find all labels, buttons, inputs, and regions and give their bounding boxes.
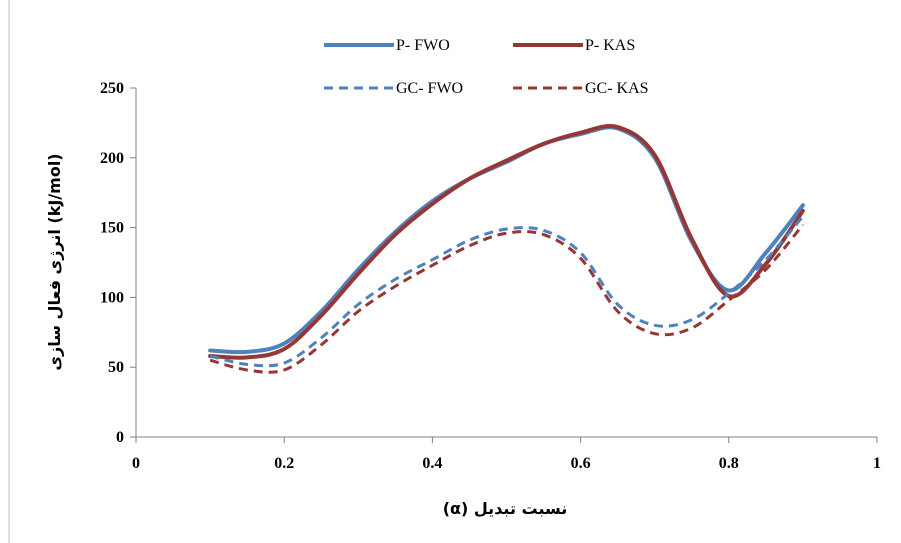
- axes: 0 50 100 150 200 250 0 0.2 0.4 0.6 0.8 1: [8, 0, 881, 543]
- x-tick-label: 0.6: [571, 455, 591, 472]
- series-line-p-kas: [208, 123, 805, 360]
- x-axis-title: نسبت تبدیل (α): [443, 499, 568, 518]
- y-tick-label: 200: [100, 150, 124, 167]
- y-tick-label: 150: [100, 220, 124, 237]
- x-tick-label: 0.4: [422, 455, 442, 472]
- legend: P- FWO P- KAS GC- FWO GC- KAS: [324, 37, 649, 97]
- y-tick-label: 250: [100, 80, 124, 97]
- y-axis-title: (kJ/mol) انرژی فعال سازی: [45, 153, 64, 370]
- x-tick-label: 0.2: [274, 455, 294, 472]
- x-tick-label: 0: [132, 455, 140, 472]
- legend-label-p-fwo: P- FWO: [396, 37, 450, 54]
- y-tick-label: 50: [108, 359, 124, 376]
- axis-titles: نسبت تبدیل (α) (kJ/mol) انرژی فعال سازی: [45, 153, 567, 518]
- x-tick-label: 1: [873, 455, 881, 472]
- y-tick-label: 0: [116, 429, 124, 446]
- y-tick-label: 100: [100, 289, 124, 306]
- legend-label-gc-fwo: GC- FWO: [396, 80, 463, 97]
- series-line-gc-kas: [209, 223, 805, 374]
- legend-label-gc-kas: GC- KAS: [585, 80, 649, 97]
- plot-area: [208, 123, 805, 374]
- legend-label-p-kas: P- KAS: [585, 37, 635, 54]
- x-tick-label: 0.8: [719, 455, 739, 472]
- series-line-gc-fwo: [209, 215, 805, 368]
